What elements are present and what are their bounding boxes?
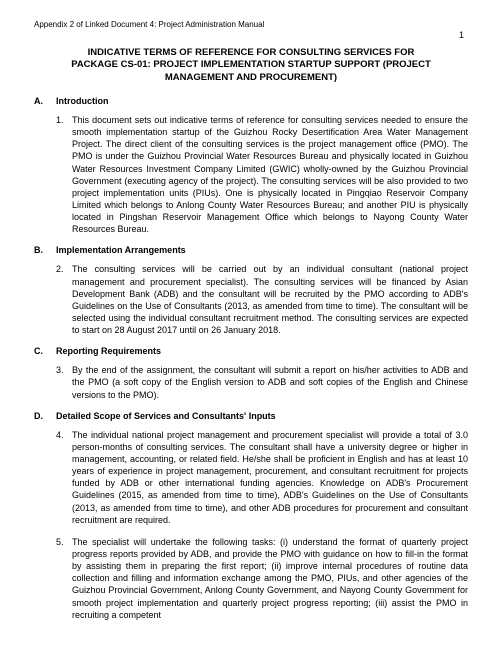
paragraph-2: 2. The consulting services will be carri… — [34, 263, 468, 336]
title-line-3: MANAGEMENT AND PROCUREMENT) — [165, 72, 337, 83]
title-line-2: PACKAGE CS-01: PROJECT IMPLEMENTATION ST… — [71, 59, 431, 70]
para-number: 1. — [56, 114, 72, 235]
section-c-heading: C. Reporting Requirements — [34, 346, 468, 356]
section-a-heading: A. Introduction — [34, 96, 468, 106]
section-title: Reporting Requirements — [56, 346, 161, 356]
section-d-heading: D. Detailed Scope of Services and Consul… — [34, 411, 468, 421]
para-body: The consulting services will be carried … — [72, 263, 468, 336]
title-line-1: INDICATIVE TERMS OF REFERENCE FOR CONSUL… — [88, 47, 415, 58]
para-number: 2. — [56, 263, 72, 336]
para-number: 5. — [56, 536, 72, 621]
document-page: Appendix 2 of Linked Document 4: Project… — [0, 0, 502, 649]
para-body: This document sets out indicative terms … — [72, 114, 468, 235]
section-letter: C. — [34, 346, 56, 356]
appendix-header: Appendix 2 of Linked Document 4: Project… — [34, 20, 468, 29]
para-body: By the end of the assignment, the consul… — [72, 364, 468, 400]
section-title: Detailed Scope of Services and Consultan… — [56, 411, 276, 421]
document-title: INDICATIVE TERMS OF REFERENCE FOR CONSUL… — [34, 47, 468, 84]
paragraph-3: 3. By the end of the assignment, the con… — [34, 364, 468, 400]
section-title: Introduction — [56, 96, 109, 106]
paragraph-5: 5. The specialist will undertake the fol… — [34, 536, 468, 621]
section-letter: A. — [34, 96, 56, 106]
para-body: The specialist will undertake the follow… — [72, 536, 468, 621]
section-letter: B. — [34, 245, 56, 255]
para-body: The individual national project manageme… — [72, 429, 468, 526]
para-number: 4. — [56, 429, 72, 526]
paragraph-4: 4. The individual national project manag… — [34, 429, 468, 526]
paragraph-1: 1. This document sets out indicative ter… — [34, 114, 468, 235]
page-number: 1 — [459, 30, 464, 40]
section-b-heading: B. Implementation Arrangements — [34, 245, 468, 255]
para-number: 3. — [56, 364, 72, 400]
section-title: Implementation Arrangements — [56, 245, 186, 255]
section-letter: D. — [34, 411, 56, 421]
